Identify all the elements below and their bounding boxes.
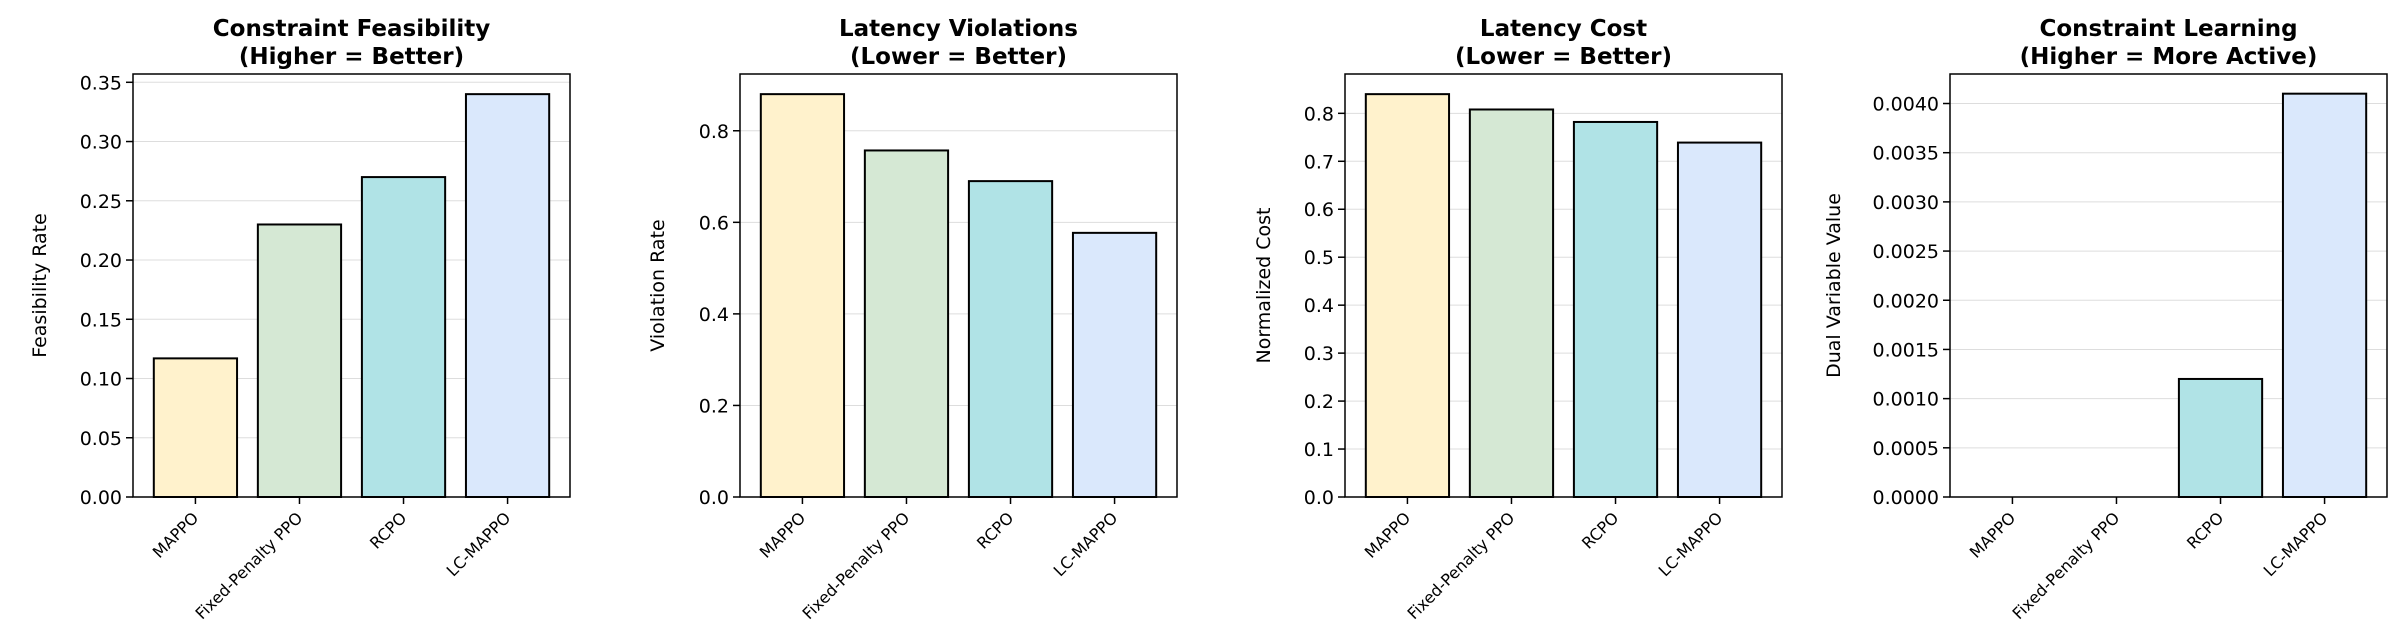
bar-lc-mappo [1676,141,1763,498]
plot-frame [1344,73,1783,498]
bar-lc-mappo [1071,231,1158,499]
y-tick-label: 0.0015 [1873,339,1939,361]
y-tick-label: 0.05 [80,428,122,450]
y-tick-label: 0.0 [699,487,729,509]
x-tick-label: MAPPO [1361,508,1414,561]
x-tick-label: LC-MAPPO [1050,508,1122,580]
y-tick-label: 0.2 [699,395,729,417]
x-tick-label: MAPPO [1966,508,2019,561]
x-tick-label: RCPO [1578,508,1622,552]
x-tick-label: LC-MAPPO [1655,508,1727,580]
y-axis-label: Normalized Cost [1253,207,1275,363]
bar-mappo [1364,93,1451,499]
y-tick-label: 0.10 [80,369,122,391]
y-tick-label: 0.0030 [1873,192,1939,214]
y-tick-label: 0.4 [699,304,729,326]
y-tick-label: 0.6 [699,212,729,234]
y-tick-label: 0.3 [1304,343,1334,365]
x-tick-label: Fixed-Penalty PPO [192,508,307,623]
y-tick-label: 0.25 [80,191,122,213]
x-tick-label: LC-MAPPO [443,508,515,580]
x-tick-label: RCPO [366,508,410,552]
y-axis-label: Dual Variable Value [1823,193,1845,378]
bar-rcpo [360,176,447,498]
chart-subtitle: (Higher = More Active) [2020,44,2318,70]
x-tick-label: Fixed-Penalty PPO [2009,508,2124,623]
bar-lc-mappo [464,93,551,499]
bar-rcpo [1572,120,1659,498]
chart-title: Constraint Learning [2039,16,2297,42]
y-tick-label: 0.0005 [1873,438,1939,460]
x-tick-label: RCPO [2183,508,2227,552]
bar-rcpo [2177,377,2264,498]
bar-lc-mappo [2281,92,2368,499]
chart-panel-4: 0.0000 0.0005 0.0010 0.0015 0.0020 0.0025 0.00… [1823,16,2388,623]
y-tick-label: 0.0035 [1873,143,1939,165]
chart-subtitle: (Higher = Better) [239,44,464,70]
x-tick-label: MAPPO [756,508,809,561]
plot-frame [1949,73,2388,498]
x-tick-label: LC-MAPPO [2260,508,2332,580]
x-tick-label: MAPPO [149,508,202,561]
bar-fixed-penalty-ppo [256,223,343,498]
x-tick-label: Fixed-Penalty PPO [799,508,914,623]
y-tick-label: 0.15 [80,309,122,331]
chart-subtitle: (Lower = Better) [850,44,1067,70]
y-tick-label: 0.0 [1304,487,1334,509]
y-tick-label: 0.6 [1304,199,1334,221]
y-tick-label: 0.00 [80,487,122,509]
y-tick-label: 0.4 [1304,295,1334,317]
bar-mappo [152,357,239,498]
chart-subtitle: (Lower = Better) [1455,44,1672,70]
plot-frame [739,73,1178,498]
y-tick-label: 0.7 [1304,151,1334,173]
y-tick-label: 0.20 [80,250,122,272]
chart-title: Constraint Feasibility [213,16,490,42]
y-tick-label: 0.0025 [1873,241,1939,263]
chart-panel-1: 0.00 0.05 0.10 0.15 0.20 0.25 0.30 0.35 MAPPOFix… [29,16,571,623]
x-tick-label: Fixed-Penalty PPO [1404,508,1519,623]
y-tick-label: 0.5 [1304,247,1334,269]
bar-fixed-penalty-ppo [1468,108,1555,498]
y-tick-label: 0.0020 [1873,290,1939,312]
y-tick-label: 0.8 [1304,103,1334,125]
bar-rcpo [967,180,1054,498]
y-tick-label: 0.0000 [1873,487,1939,509]
bar-fixed-penalty-ppo [863,149,950,498]
y-tick-label: 0.0040 [1873,94,1939,116]
y-tick-label: 0.2 [1304,391,1334,413]
bar-mappo [759,93,846,499]
y-axis-label: Feasibility Rate [29,213,51,358]
y-tick-label: 0.0010 [1873,389,1939,411]
chart-title: Latency Violations [839,16,1078,42]
plot-frame [132,73,571,498]
y-axis-label: Violation Rate [647,219,669,351]
y-tick-label: 0.8 [699,121,729,143]
y-tick-label: 0.30 [80,132,122,154]
chart-title: Latency Cost [1480,16,1647,42]
y-tick-label: 0.35 [80,72,122,94]
chart-panel-3: 0.0 0.1 0.2 0.3 0.4 0.5 0.6 0.7 0.8 MAPPOFixed-Pe… [1253,16,1783,623]
y-tick-label: 0.1 [1304,439,1334,461]
x-tick-label: RCPO [973,508,1017,552]
